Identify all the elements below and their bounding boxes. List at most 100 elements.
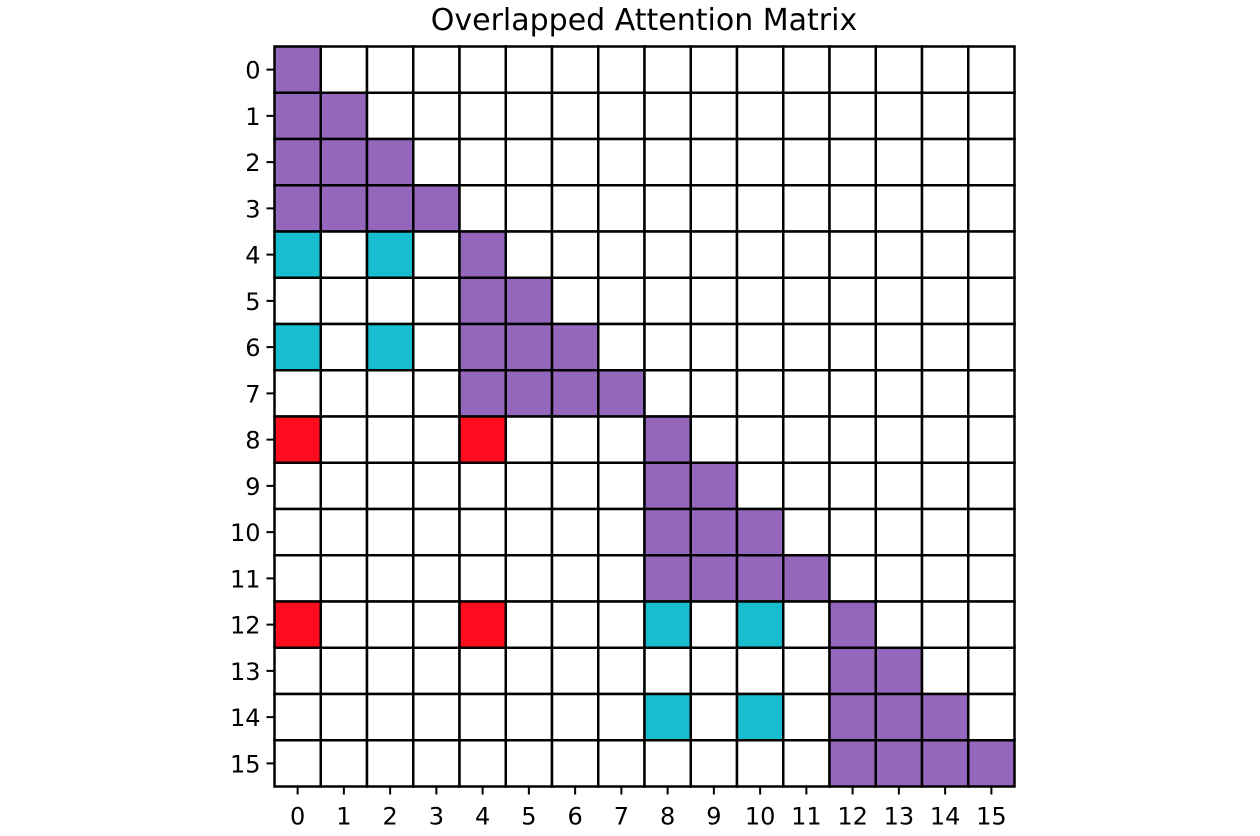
matrix-cell-r6-c13: [874, 322, 924, 372]
matrix-cell-r3-c0: [273, 184, 322, 233]
matrix-cell-r11-c0: [273, 554, 322, 603]
matrix-cell-r12-c8: [643, 600, 692, 649]
matrix-cell-r0-c7: [597, 45, 646, 94]
matrix-cell-r9-c6: [550, 461, 600, 511]
matrix-cell-r13-c7: [597, 646, 646, 696]
matrix-cell-r15-c4: [458, 739, 507, 788]
matrix-cell-r1-c12: [828, 91, 877, 141]
y-tick-label: 7: [245, 380, 260, 408]
matrix-cell-r10-c5: [504, 507, 554, 557]
matrix-cell-r12-c10: [735, 600, 785, 649]
matrix-cell-r4-c11: [782, 230, 831, 279]
matrix-cell-r0-c8: [643, 45, 692, 94]
matrix-cell-r2-c0: [273, 137, 322, 187]
matrix-cell-r11-c13: [874, 554, 924, 603]
matrix-cell-r3-c10: [735, 184, 785, 233]
matrix-cell-r12-c7: [597, 600, 646, 649]
matrix-cell-r6-c9: [689, 322, 739, 372]
matrix-cell-r2-c1: [319, 137, 369, 187]
matrix-cell-r13-c10: [735, 646, 785, 696]
y-tick-label: 0: [245, 57, 260, 85]
matrix-cell-r4-c12: [828, 230, 877, 279]
matrix-cell-r15-c7: [597, 739, 646, 788]
matrix-cell-r9-c8: [643, 461, 692, 511]
matrix-cell-r2-c4: [458, 137, 507, 187]
x-tick-label: 6: [567, 803, 582, 831]
matrix-cell-r10-c1: [319, 507, 369, 557]
matrix-cell-r15-c11: [782, 739, 831, 788]
matrix-cell-r10-c0: [273, 507, 322, 557]
x-tick-label: 14: [930, 803, 961, 831]
matrix-cell-r13-c4: [458, 646, 507, 696]
matrix-cell-r15-c12: [828, 739, 877, 788]
matrix-cell-r9-c0: [273, 461, 322, 511]
matrix-cell-r13-c6: [550, 646, 600, 696]
matrix-cell-r13-c9: [689, 646, 739, 696]
matrix-cell-r7-c5: [504, 369, 554, 418]
matrix-cell-r13-c0: [273, 646, 322, 696]
matrix-cell-r2-c15: [967, 137, 1016, 187]
matrix-cell-r0-c1: [319, 45, 369, 94]
matrix-cell-r1-c10: [735, 91, 785, 141]
y-tick-label: 11: [230, 565, 261, 593]
matrix-cell-r9-c15: [967, 461, 1016, 511]
matrix-cell-r10-c6: [550, 507, 600, 557]
matrix-cell-r10-c4: [458, 507, 507, 557]
matrix-cell-r0-c11: [782, 45, 831, 94]
matrix-cell-r10-c11: [782, 507, 831, 557]
matrix-cell-r8-c0: [273, 415, 322, 464]
matrix-cell-r10-c2: [365, 507, 415, 557]
matrix-cell-r15-c0: [273, 739, 322, 788]
matrix-cell-r5-c9: [689, 276, 739, 326]
y-tick-label: 5: [245, 288, 260, 316]
matrix-cell-r4-c10: [735, 230, 785, 279]
matrix-cell-r5-c8: [643, 276, 692, 326]
matrix-cell-r10-c14: [920, 507, 970, 557]
matrix-cell-r4-c14: [920, 230, 970, 279]
matrix-cell-r7-c1: [319, 369, 369, 418]
matrix-cell-r5-c1: [319, 276, 369, 326]
matrix-cell-r0-c2: [365, 45, 415, 94]
x-tick-label: 7: [614, 803, 629, 831]
matrix-cell-r14-c4: [458, 692, 507, 742]
matrix-cell-r0-c10: [735, 45, 785, 94]
matrix-cell-r12-c0: [273, 600, 322, 649]
matrix-cell-r14-c13: [874, 692, 924, 742]
y-tick-label: 13: [230, 658, 261, 686]
x-axis-ticks: 0 1 2 3 4 5 6 7 8 9 10 11 12 13 14 15: [290, 786, 1007, 831]
matrix-cell-r3-c13: [874, 184, 924, 233]
matrix-cell-r11-c6: [550, 554, 600, 603]
y-tick-label: 12: [230, 612, 261, 640]
matrix-cell-r12-c5: [504, 600, 554, 649]
matrix-cell-r3-c5: [504, 184, 554, 233]
matrix-cell-r4-c8: [643, 230, 692, 279]
matrix-cell-r3-c9: [689, 184, 739, 233]
matrix-cell-r11-c14: [920, 554, 970, 603]
matrix-cell-r0-c14: [920, 45, 970, 94]
matrix-cell-r2-c11: [782, 137, 831, 187]
matrix-cell-r12-c15: [967, 600, 1016, 649]
x-tick-label: 9: [706, 803, 721, 831]
matrix-cell-r8-c12: [828, 415, 877, 464]
matrix-cell-r8-c2: [365, 415, 415, 464]
matrix-cell-r12-c12: [828, 600, 877, 649]
matrix-cell-r8-c14: [920, 415, 970, 464]
matrix-cell-r6-c4: [458, 322, 507, 372]
matrix-cell-r10-c10: [735, 507, 785, 557]
matrix-cell-r2-c7: [597, 137, 646, 187]
matrix-cell-r1-c11: [782, 91, 831, 141]
matrix-cell-r13-c2: [365, 646, 415, 696]
x-tick-label: 2: [382, 803, 397, 831]
matrix-cell-r15-c15: [967, 739, 1016, 788]
matrix-cell-r1-c0: [273, 91, 322, 141]
matrix-cell-r7-c10: [735, 369, 785, 418]
matrix-cell-r9-c1: [319, 461, 369, 511]
matrix-cell-r11-c8: [643, 554, 692, 603]
matrix-cell-r2-c9: [689, 137, 739, 187]
x-tick-label: 15: [976, 803, 1007, 831]
matrix-cell-r12-c6: [550, 600, 600, 649]
matrix-cell-r7-c15: [967, 369, 1016, 418]
matrix-cell-r2-c5: [504, 137, 554, 187]
matrix-cell-r1-c2: [365, 91, 415, 141]
